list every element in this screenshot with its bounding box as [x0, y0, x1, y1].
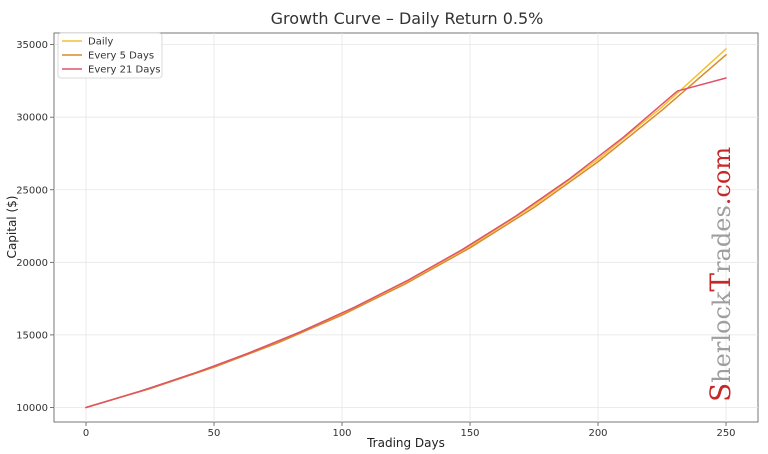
- x-tick-label: 100: [332, 428, 351, 439]
- y-axis: 10000 15000 20000 25000 30000 35000: [16, 40, 54, 414]
- y-tick-label: 35000: [16, 40, 48, 51]
- plot-area: [53, 32, 759, 423]
- x-axis-label: Trading Days: [366, 436, 445, 450]
- legend-label-2: Every 21 Days: [88, 65, 160, 76]
- chart-title: Growth Curve – Daily Return 0.5%: [271, 9, 544, 28]
- y-tick-label: 30000: [16, 113, 48, 124]
- x-tick-label: 150: [460, 428, 479, 439]
- legend-box: [57, 32, 163, 79]
- y-tick-label: 15000: [16, 330, 48, 341]
- x-tick-label: 50: [208, 428, 221, 439]
- series-lines: [85, 48, 727, 409]
- x-tick-label: 250: [716, 428, 735, 439]
- svg-text:SherlockTrades.com: SherlockTrades.com: [704, 147, 737, 402]
- legend-label-1: Every 5 Days: [88, 51, 154, 62]
- watermark-rades: rades: [708, 205, 736, 273]
- watermark-t: T: [704, 273, 737, 292]
- watermark-herlock: herlock: [708, 291, 736, 383]
- x-tick-label: 0: [83, 428, 89, 439]
- y-axis-label: Capital ($): [5, 196, 19, 259]
- y-tick-label: 25000: [16, 185, 48, 196]
- legend-label-0: Daily: [88, 37, 113, 48]
- y-tick-label: 10000: [16, 403, 48, 414]
- x-tick-label: 200: [588, 428, 607, 439]
- legend: Daily Every 5 Days Every 21 Days: [57, 32, 163, 79]
- watermark-s: S: [704, 383, 737, 402]
- series-line-2: [85, 77, 727, 409]
- watermark-dotcom: .com: [708, 147, 736, 206]
- x-axis: 0 50 100 150 200 250: [83, 422, 736, 439]
- grid-lines: [54, 33, 758, 422]
- y-tick-label: 20000: [16, 258, 48, 269]
- watermark: SherlockTrades.com: [704, 147, 737, 402]
